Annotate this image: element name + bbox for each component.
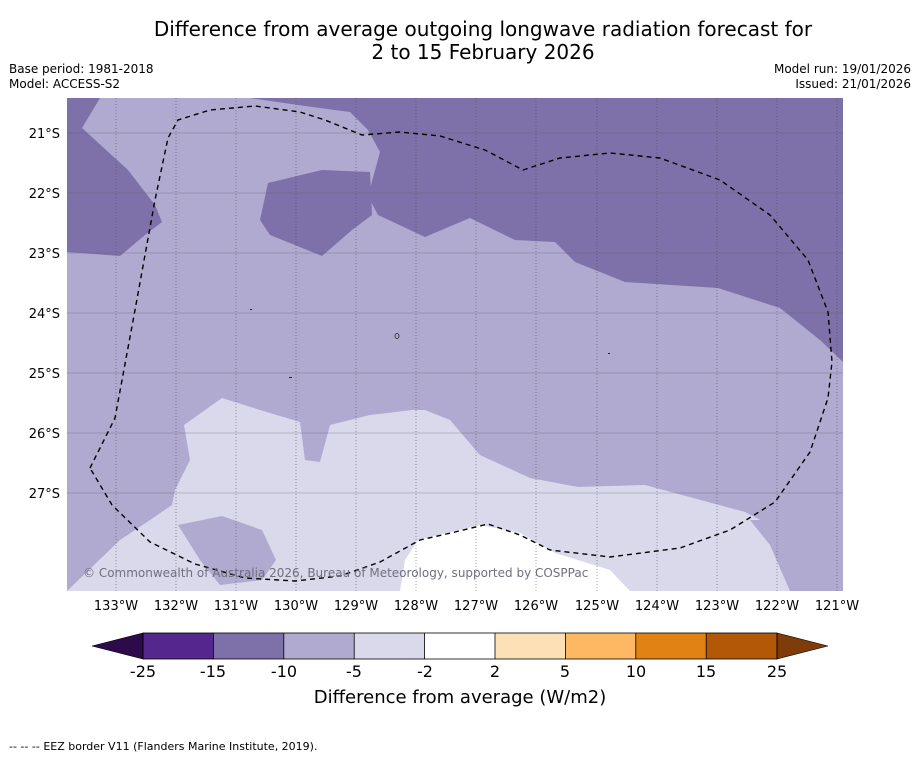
region-minus10-to-minus5-island — [178, 516, 276, 585]
meta-right: Model run: 19/01/2026 Issued: 21/01/2026 — [774, 62, 911, 92]
lon-label: 132°W — [154, 599, 198, 614]
issued-date: Issued: 21/01/2026 — [795, 77, 911, 91]
map-plot-area: © Commonwealth of Australia 2026, Bureau… — [67, 98, 843, 591]
colorbar-tick: -10 — [271, 662, 297, 681]
lat-label: 21°S — [29, 127, 60, 142]
model-name: Model: ACCESS-S2 — [9, 77, 121, 91]
colorbar-tick: 5 — [560, 662, 570, 681]
colorbar-tick: 2 — [490, 662, 500, 681]
lon-label: 133°W — [94, 599, 138, 614]
eez-legend-symbol: -- -- -- — [9, 740, 40, 753]
eez-legend-text: EEZ border V11 (Flanders Marine Institut… — [43, 740, 318, 753]
region-minus15-to-minus10-west — [67, 98, 162, 256]
lon-label: 123°W — [695, 599, 739, 614]
colorbar-tick: -5 — [346, 662, 362, 681]
lon-label: 124°W — [635, 599, 679, 614]
colorbar-tick: -15 — [200, 662, 226, 681]
colorbar-segment — [424, 633, 495, 659]
colorbar-ticks: -25 -15 -10 -5 -2 2 5 10 15 25 — [130, 662, 787, 681]
lon-label: 131°W — [214, 599, 258, 614]
lon-label: 121°W — [815, 599, 859, 614]
eez-legend: -- -- -- EEZ border V11 (Flanders Marine… — [9, 740, 317, 753]
lat-label: 23°S — [29, 247, 60, 262]
island-marks — [250, 309, 610, 378]
lon-label: 129°W — [334, 599, 378, 614]
colorbar-tick: -25 — [130, 662, 156, 681]
lat-label: 27°S — [29, 487, 60, 502]
region-minus15-to-minus10-north — [250, 98, 843, 362]
model-run-date: Model run: 19/01/2026 — [773, 62, 911, 76]
title-line-1: Difference from average outgoing longwav… — [153, 17, 813, 41]
colorbar-extend-high — [776, 632, 829, 660]
lon-label: 122°W — [755, 599, 799, 614]
colorbar-segment — [565, 633, 636, 659]
lat-label: 24°S — [29, 307, 60, 322]
lon-gridlines — [115, 98, 838, 591]
colorbar: -25 -15 -10 -5 -2 2 5 10 15 25 Differenc… — [91, 632, 829, 708]
lat-gridlines — [67, 132, 843, 494]
colorbar-label: Difference from average (W/m2) — [314, 687, 606, 708]
chart-title: Difference from average outgoing longwav… — [0, 18, 919, 64]
lon-label: 130°W — [274, 599, 318, 614]
region-minus15-to-minus10-pocket — [260, 170, 372, 256]
lat-label: 22°S — [29, 187, 60, 202]
eez-border — [89, 105, 833, 582]
colorbar-segment — [143, 633, 214, 659]
copyright-text: © Commonwealth of Australia 2026, Bureau… — [83, 566, 588, 580]
colorbar-tick: 15 — [696, 662, 716, 681]
lat-tick-labels: 21°S 22°S 23°S 24°S 25°S 26°S 27°S — [29, 127, 60, 502]
title-line-2: 2 to 15 February 2026 — [371, 40, 595, 64]
lon-label: 125°W — [575, 599, 619, 614]
base-period: Base period: 1981-2018 — [9, 62, 154, 76]
colorbar-segment — [213, 633, 284, 659]
lon-tick-labels: 133°W 132°W 131°W 130°W 129°W 128°W 127°… — [94, 599, 859, 614]
colorbar-segment — [283, 633, 355, 659]
lat-label: 25°S — [29, 367, 60, 382]
lat-label: 26°S — [29, 427, 60, 442]
colorbar-segment — [495, 633, 566, 659]
colorbar-tick: -2 — [417, 662, 433, 681]
meta-left: Base period: 1981-2018 Model: ACCESS-S2 — [9, 62, 154, 92]
colorbar-segment — [635, 633, 707, 659]
colorbar-tick: 10 — [626, 662, 646, 681]
lon-label: 128°W — [394, 599, 438, 614]
colorbar-tick: 25 — [767, 662, 787, 681]
region-minus10-to-minus5-southeast — [750, 520, 843, 591]
lon-label: 127°W — [454, 599, 498, 614]
region-minus2-to-2 — [400, 525, 630, 591]
colorbar-extend-low — [91, 632, 144, 660]
colorbar-segment — [706, 633, 777, 659]
lon-label: 126°W — [514, 599, 558, 614]
colorbar-segment — [354, 633, 425, 659]
